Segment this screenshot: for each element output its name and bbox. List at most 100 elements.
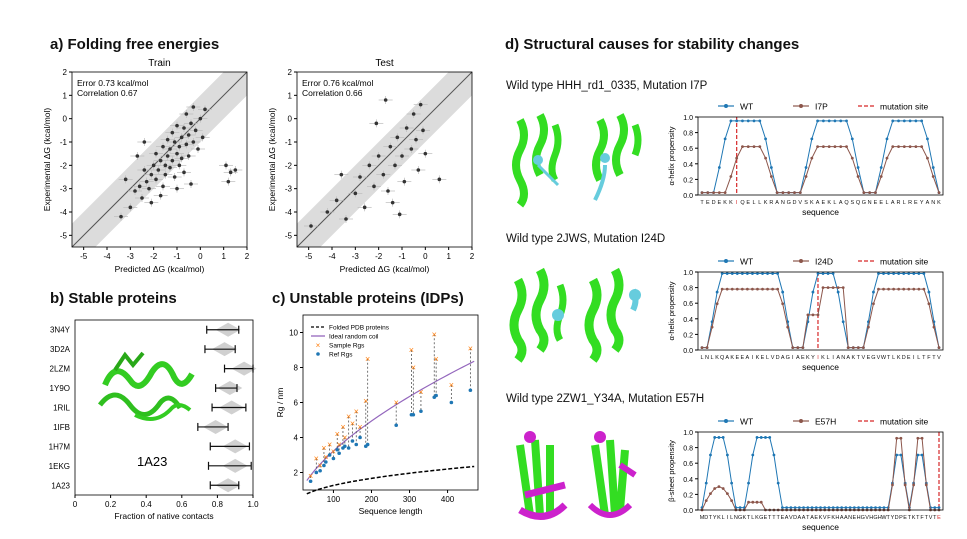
data-point — [421, 128, 425, 133]
y-axis-label: β-sheet propensity — [667, 440, 676, 502]
plot-frame — [296, 71, 473, 248]
data-point — [191, 105, 196, 109]
sample-rg-point: × — [335, 429, 340, 439]
x-tick-label: I — [913, 355, 915, 361]
mut-point — [721, 487, 725, 490]
x-tick-label: I — [792, 355, 794, 361]
data-point — [128, 205, 133, 210]
y-tick-label: 10 — [289, 329, 298, 338]
wt-point — [917, 272, 921, 275]
y-tick-label: -5 — [285, 231, 293, 240]
mut-point — [891, 145, 895, 149]
annotation: Error 0.76 kcal/mol — [302, 78, 373, 88]
wt-point — [933, 506, 937, 510]
data-point — [142, 168, 147, 172]
x-tick-label: T — [776, 515, 780, 521]
y-tick-label: 0.6 — [683, 146, 693, 153]
wt-point — [764, 436, 767, 439]
wt-point — [914, 119, 918, 123]
x-tick-label: 400 — [441, 495, 455, 504]
x-tick-label: D — [902, 355, 906, 361]
x-tick-label: L — [730, 515, 733, 521]
x-tick-label: T — [908, 515, 912, 521]
x-tick-label: A — [840, 515, 844, 521]
y-tick-label: 0.2 — [683, 177, 693, 184]
wt-point — [738, 506, 742, 510]
wt-point — [725, 272, 729, 275]
x-tick-label: -4 — [103, 252, 111, 261]
category-label: 1Y9O — [50, 384, 70, 393]
mut-point — [926, 156, 929, 160]
ref-rg-point — [308, 479, 313, 484]
mut-point — [715, 302, 719, 306]
mut-point — [861, 346, 865, 350]
mut-point — [879, 175, 883, 178]
x-tick-label: 200 — [365, 495, 379, 504]
x-tick-label: A — [725, 355, 729, 361]
x-tick-label: N — [841, 355, 845, 361]
mut-point — [899, 436, 903, 440]
y-axis-label: Experimental ΔG (kcal/mol) — [42, 108, 52, 212]
legend-swatch: × — [316, 341, 321, 350]
y-tick-label: -3 — [60, 185, 68, 194]
mut-point — [710, 325, 714, 329]
sample-rg-point: × — [342, 433, 347, 443]
wt-point — [781, 506, 784, 510]
wt-point — [922, 272, 926, 275]
wt-point — [730, 272, 734, 275]
wt-point — [872, 290, 875, 294]
data-point — [353, 191, 358, 196]
y-tick-label: 1 — [288, 91, 293, 100]
wt-point — [819, 506, 822, 510]
x-tick-label: K — [912, 515, 916, 521]
mut-point — [862, 191, 866, 195]
ref-rg-point — [449, 400, 454, 405]
x-tick-label: W — [881, 355, 887, 361]
data-point — [168, 147, 172, 151]
data-point — [161, 144, 165, 149]
wt-point — [897, 119, 900, 123]
legend-wt: WT — [740, 417, 753, 427]
panel-a-title: a) Folding free energies — [50, 36, 220, 53]
mut-point — [920, 436, 924, 440]
x-tick-label: E — [706, 200, 710, 206]
mut-point — [811, 313, 815, 317]
x-tick-label: K — [729, 200, 733, 206]
data-point — [325, 210, 330, 214]
mut-point — [920, 145, 924, 149]
data-point — [177, 163, 182, 168]
y-tick-label: 0.0 — [683, 193, 693, 200]
data-point — [175, 123, 179, 128]
category-label: 1A23 — [51, 481, 70, 490]
wt-point — [827, 119, 831, 123]
legend-mutant: I24D — [815, 257, 833, 267]
data-point — [165, 137, 170, 142]
wt-point — [715, 290, 719, 294]
y-tick-label: -1 — [60, 138, 68, 147]
mut-point — [717, 191, 721, 195]
data-point — [203, 107, 207, 112]
x-tick-label: I — [736, 200, 738, 206]
mut-point — [709, 492, 712, 496]
x-tick-label: T — [709, 515, 713, 521]
legend-swatch — [799, 104, 803, 108]
legend-mutation-site: mutation site — [880, 257, 928, 267]
wt-point — [751, 272, 754, 275]
y-tick-label: 0.4 — [683, 162, 693, 169]
wt-point — [720, 272, 724, 275]
x-tick-label: L — [892, 355, 895, 361]
x-tick-label: K — [764, 200, 768, 206]
x-tick-label: 100 — [327, 495, 341, 504]
chart-train: Train -5 -4 -3 -2 -1 0 1 2 -5 -4 -3 -2 -1 0 1 2 Predicted… — [42, 58, 250, 274]
data-point — [189, 182, 193, 186]
y-tick-label: 2 — [63, 68, 68, 77]
wt-point — [746, 119, 750, 123]
ref-rg-point — [322, 463, 326, 468]
wt-point — [797, 506, 801, 510]
x-tick-label: T — [887, 355, 891, 361]
data-point — [196, 147, 200, 151]
wt-point — [882, 506, 886, 510]
data-point — [156, 168, 161, 172]
mut-point — [804, 175, 808, 178]
mut-point — [735, 287, 739, 291]
